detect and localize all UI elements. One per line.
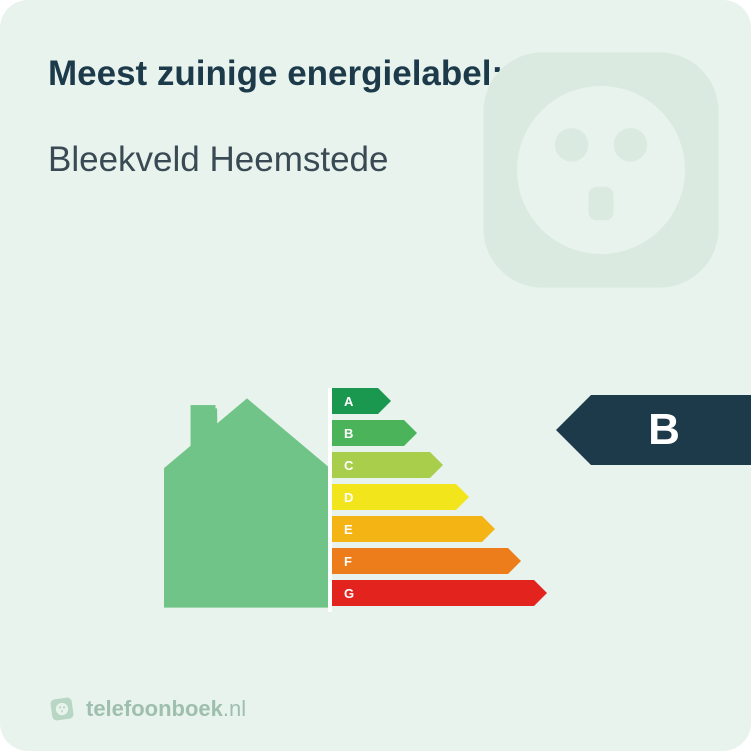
result-badge: B [591,395,751,465]
footer-tld: .nl [223,696,246,721]
footer-brand: telefoonboek [86,696,223,721]
footer-logo-icon [48,695,76,723]
energy-bar-c: C [332,452,534,478]
energy-bar-f: F [332,548,534,574]
bar-letter: C [344,458,353,473]
bar-letter: D [344,490,353,505]
energy-bar-d: D [332,484,534,510]
bar-letter: E [344,522,353,537]
card-title: Meest zuinige energielabel: [48,54,703,94]
result-letter: B [648,405,680,455]
energy-bar-b: B [332,420,534,446]
energy-bars: A B C D E F G [332,388,534,612]
energy-bar-g: G [332,580,534,606]
bar-letter: G [344,586,354,601]
energy-label-card: Meest zuinige energielabel: Bleekveld He… [0,0,751,751]
house-icon [164,398,330,608]
bar-letter: F [344,554,352,569]
energy-bar-a: A [332,388,534,414]
location-name: Bleekveld Heemstede [48,140,703,180]
energy-bar-e: E [332,516,534,542]
footer-text: telefoonboek.nl [86,696,246,722]
footer: telefoonboek.nl [48,695,246,723]
bar-letter: A [344,394,353,409]
bar-letter: B [344,426,353,441]
